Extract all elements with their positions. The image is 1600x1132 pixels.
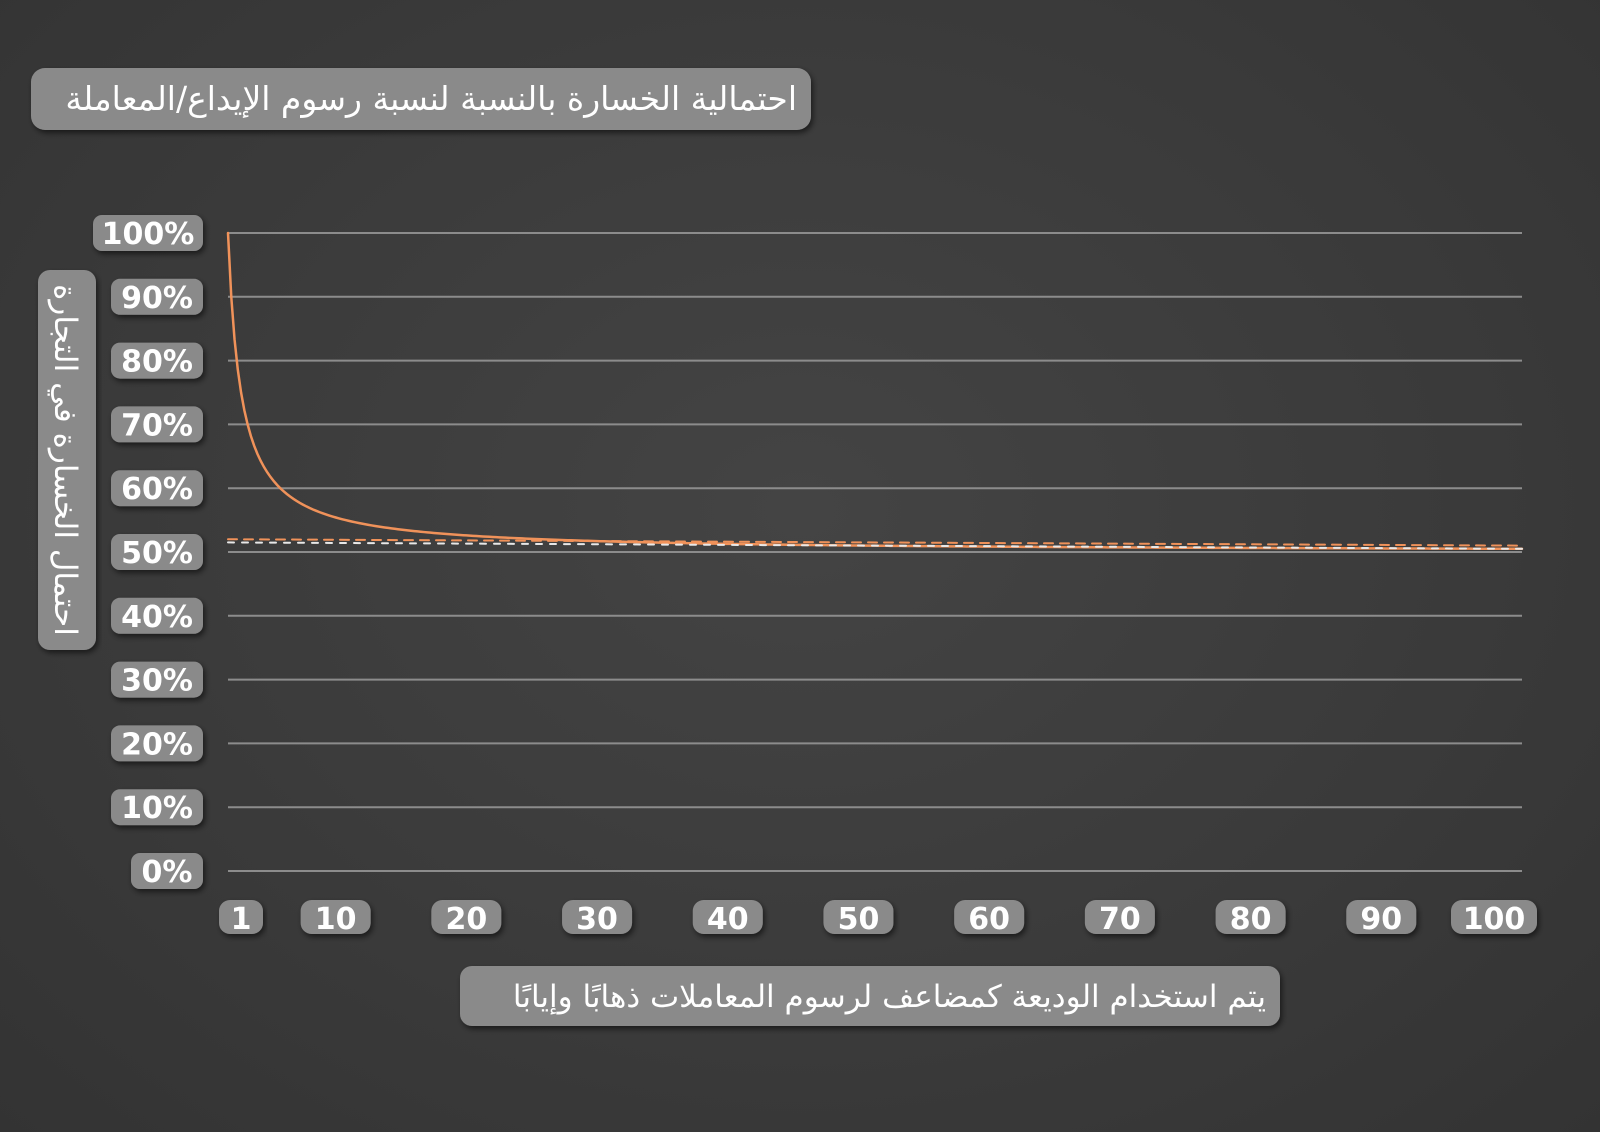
series-line-dashed: [227, 541, 1523, 550]
x-tick-label: 90: [1346, 900, 1417, 937]
x-tick-label: 40: [692, 900, 763, 937]
svg-text:40%: 40%: [121, 600, 193, 635]
svg-text:40: 40: [707, 902, 749, 937]
chart-title-text: احتمالية الخسارة بالنسبة لنسبة رسوم الإي…: [65, 79, 797, 118]
x-tick-label: 100: [1451, 900, 1537, 937]
y-tick-label: 70%: [111, 406, 203, 443]
svg-text:100%: 100%: [102, 217, 195, 252]
svg-text:60: 60: [968, 902, 1010, 937]
series-line-loss-curve: [226, 231, 1524, 551]
svg-text:20%: 20%: [121, 727, 193, 762]
svg-text:10: 10: [315, 902, 357, 937]
grid-lines: [228, 232, 1522, 872]
x-tick-label: 20: [431, 900, 502, 937]
y-tick-label: 90%: [111, 278, 203, 316]
svg-text:10%: 10%: [121, 791, 193, 826]
y-tick-labels: 100% 90% 80% 70% 60% 50% 40% 30% 20% 10% 0%: [93, 215, 203, 890]
x-tick-labels: 1 10 20 30 40 50 60 70 80 90 100: [219, 900, 1537, 937]
x-tick-label: 30: [562, 900, 633, 937]
series-line-dashed: [227, 538, 1523, 547]
svg-text:80: 80: [1230, 902, 1272, 937]
y-tick-label: 100%: [93, 215, 203, 252]
y-tick-label: 50%: [111, 534, 203, 571]
y-tick-label: 80%: [111, 342, 203, 380]
svg-text:30%: 30%: [121, 664, 193, 699]
svg-text:90%: 90%: [121, 281, 193, 316]
x-tick-label: 10: [300, 900, 371, 937]
chart-title: احتمالية الخسارة بالنسبة لنسبة رسوم الإي…: [31, 68, 811, 130]
x-axis-label-text: يتم استخدام الوديعة كمضاعف لرسوم المعامل…: [513, 979, 1266, 1015]
y-tick-label: 10%: [111, 789, 203, 826]
x-tick-label: 60: [954, 900, 1025, 937]
x-tick-label: 80: [1215, 900, 1286, 937]
x-tick-label: 1: [219, 900, 263, 937]
svg-text:20: 20: [445, 902, 487, 937]
x-tick-label: 70: [1084, 900, 1155, 937]
y-tick-label: 20%: [111, 725, 203, 762]
data-series: [226, 231, 1524, 551]
svg-text:0%: 0%: [142, 855, 193, 890]
svg-text:100: 100: [1463, 902, 1526, 937]
x-axis-label: يتم استخدام الوديعة كمضاعف لرسوم المعامل…: [460, 966, 1280, 1026]
svg-text:70: 70: [1099, 902, 1141, 937]
svg-text:80%: 80%: [121, 345, 193, 380]
y-tick-label: 30%: [111, 661, 203, 699]
svg-text:70%: 70%: [121, 408, 193, 443]
y-tick-label: 60%: [111, 470, 203, 507]
y-axis-label: احتمال الخسارة في التجارة: [38, 270, 96, 650]
svg-text:50%: 50%: [121, 536, 193, 571]
svg-text:60%: 60%: [121, 472, 193, 507]
svg-text:90: 90: [1360, 902, 1402, 937]
svg-text:1: 1: [231, 902, 252, 937]
x-tick-label: 50: [823, 900, 894, 937]
y-tick-label: 0%: [131, 853, 203, 890]
svg-text:50: 50: [838, 902, 880, 937]
y-axis-label-text: احتمال الخسارة في التجارة: [47, 284, 83, 636]
svg-text:30: 30: [576, 902, 618, 937]
y-tick-label: 40%: [111, 597, 203, 635]
